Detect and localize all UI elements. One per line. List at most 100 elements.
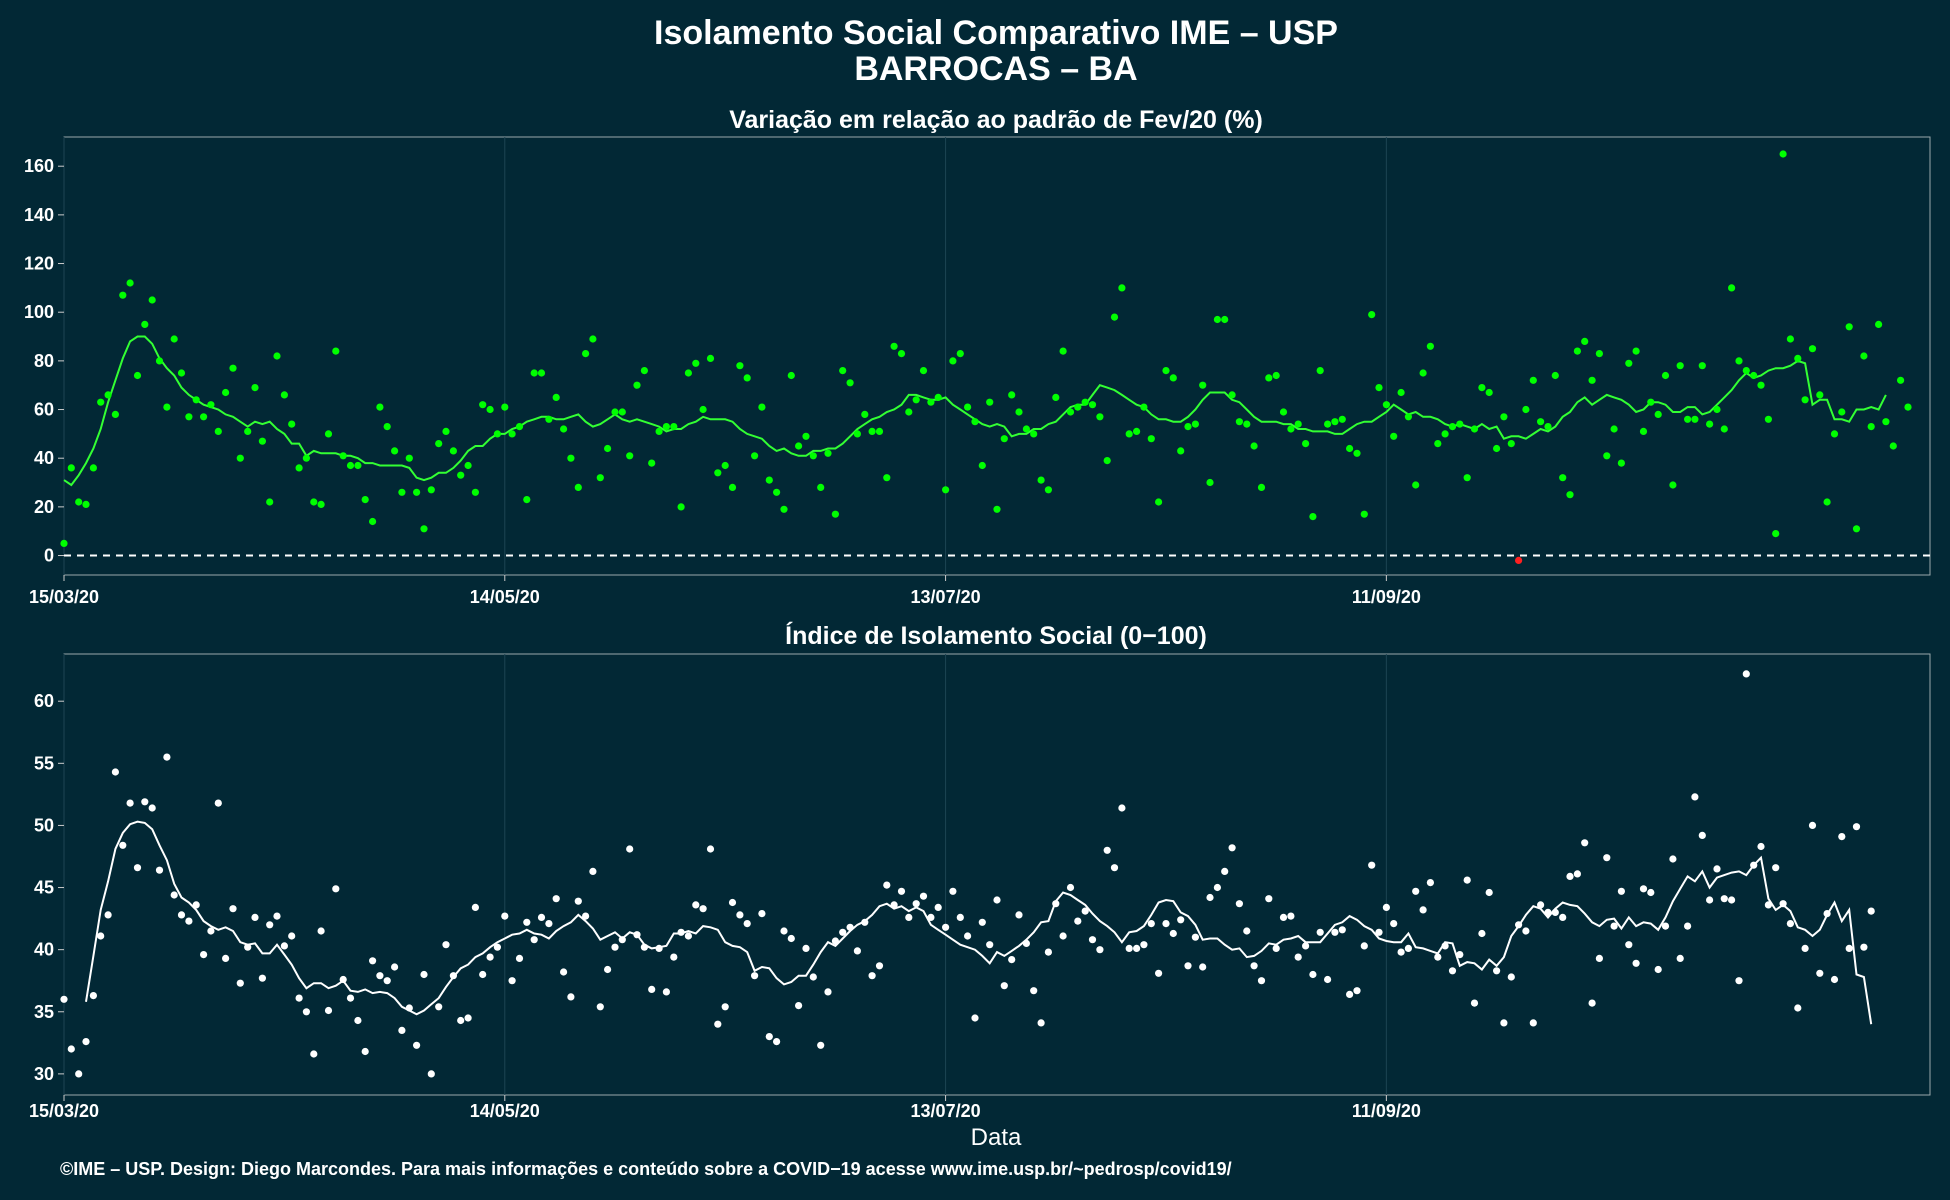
- bottom-data-point: [1676, 954, 1684, 963]
- top-data-point: [677, 503, 685, 511]
- top-data-point: [1250, 442, 1258, 450]
- top-data-point: [464, 461, 472, 470]
- top-data-point: [1625, 359, 1633, 367]
- bottom-data-point: [1544, 908, 1552, 917]
- top-data-point: [1191, 420, 1199, 428]
- bottom-data-point: [1581, 839, 1589, 847]
- top-data-point: [1779, 150, 1787, 158]
- top-data-point: [1022, 425, 1030, 433]
- bottom-data-point: [493, 943, 501, 951]
- top-data-point: [413, 488, 421, 496]
- bottom-data-point: [324, 1006, 333, 1015]
- top-data-point: [633, 381, 641, 389]
- bottom-data-point: [200, 951, 208, 959]
- bottom-data-point: [582, 912, 590, 920]
- top-data-point: [765, 476, 773, 484]
- top-data-point: [1867, 423, 1875, 431]
- top-data-point: [523, 496, 531, 504]
- bottom-data-point: [185, 917, 193, 925]
- bottom-data-point: [1228, 844, 1236, 852]
- bottom-data-point: [244, 943, 252, 951]
- top-data-point: [1360, 510, 1368, 518]
- top-data-point: [104, 391, 112, 399]
- top-data-point: [670, 423, 678, 431]
- bottom-data-point: [611, 943, 619, 951]
- bottom-data-point: [1368, 861, 1376, 869]
- bottom-data-point: [706, 845, 715, 853]
- bottom-data-point: [177, 911, 186, 919]
- top-data-point: [986, 398, 994, 406]
- bottom-data-point: [229, 905, 237, 913]
- top-data-point: [1639, 427, 1648, 435]
- top-data-point: [1338, 415, 1346, 423]
- top-data-point: [111, 410, 119, 418]
- top-data-point: [427, 486, 435, 494]
- bottom-data-point: [1573, 870, 1581, 878]
- bottom-data-point: [1191, 933, 1199, 941]
- bottom-data-point: [1324, 975, 1332, 984]
- bottom-data-point: [332, 885, 340, 893]
- top-data-point: [897, 350, 906, 358]
- bottom-ytick-label: 30: [34, 1064, 54, 1084]
- bottom-data-point: [1316, 928, 1324, 936]
- bottom-data-point: [751, 972, 759, 980]
- bottom-data-point: [1595, 954, 1603, 963]
- bottom-panel-title: Índice de Isolamento Social (0−100): [785, 621, 1207, 650]
- bottom-data-point: [1823, 910, 1831, 918]
- bottom-data-point: [354, 1016, 362, 1025]
- top-data-point: [1309, 513, 1317, 521]
- bottom-data-point: [1309, 970, 1317, 979]
- bottom-data-point: [1522, 927, 1530, 935]
- top-data-point: [787, 371, 795, 380]
- bottom-data-point: [1265, 895, 1273, 903]
- top-data-point: [266, 498, 274, 506]
- top-data-point: [971, 418, 979, 426]
- top-data-point: [1265, 374, 1273, 382]
- bottom-data-point: [515, 954, 524, 963]
- bottom-data-point: [1360, 942, 1368, 950]
- top-data-point: [596, 474, 604, 482]
- bottom-data-point: [1088, 936, 1097, 944]
- top-data-point: [1500, 413, 1508, 421]
- bottom-data-point: [1221, 867, 1229, 876]
- bottom-data-point: [1794, 1004, 1802, 1012]
- bottom-data-point: [97, 932, 105, 940]
- bottom-data-point: [1279, 913, 1288, 922]
- top-data-point: [1603, 452, 1611, 460]
- top-data-point: [919, 367, 928, 375]
- bottom-data-point: [1529, 1019, 1537, 1027]
- bottom-data-point: [1706, 896, 1714, 904]
- top-data-point: [119, 291, 127, 299]
- top-data-point: [751, 452, 759, 460]
- top-data-point: [927, 398, 935, 406]
- bottom-data-point: [1000, 982, 1008, 990]
- bottom-data-point: [1559, 913, 1567, 922]
- bottom-ytick-label: 35: [34, 1002, 54, 1022]
- top-data-point: [1838, 408, 1846, 416]
- top-ytick-label: 0: [44, 546, 54, 566]
- top-data-point: [1808, 345, 1817, 353]
- top-data-point: [1559, 474, 1567, 482]
- top-data-point: [1772, 530, 1780, 538]
- top-data-point: [831, 510, 840, 518]
- top-data-point: [1595, 350, 1603, 358]
- bottom-data-point: [552, 895, 560, 903]
- top-data-point: [229, 364, 237, 372]
- bottom-data-point: [1478, 929, 1486, 938]
- bottom-data-point: [295, 994, 303, 1002]
- top-data-point: [405, 454, 413, 462]
- bottom-data-point: [523, 918, 531, 926]
- bottom-data-point: [317, 927, 325, 935]
- bottom-data-point: [604, 965, 612, 974]
- bottom-data-point: [1808, 821, 1817, 830]
- bottom-data-point: [1250, 962, 1258, 970]
- bottom-data-point: [457, 1016, 465, 1025]
- top-data-point: [1287, 425, 1295, 433]
- bottom-data-point: [398, 1026, 406, 1034]
- top-data-point: [1213, 315, 1221, 324]
- top-data-point: [1346, 444, 1354, 453]
- bottom-data-point: [1390, 920, 1398, 928]
- top-data-point: [728, 483, 737, 491]
- top-data-point: [442, 427, 450, 435]
